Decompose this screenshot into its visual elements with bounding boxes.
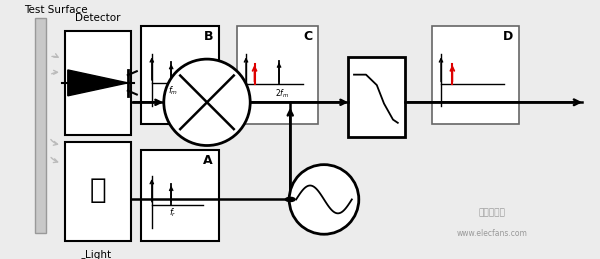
- Ellipse shape: [164, 59, 250, 146]
- Circle shape: [286, 197, 295, 202]
- FancyBboxPatch shape: [432, 26, 519, 124]
- Text: Detector: Detector: [75, 13, 121, 23]
- FancyBboxPatch shape: [35, 18, 46, 233]
- FancyBboxPatch shape: [65, 142, 131, 241]
- Text: Light: Light: [85, 250, 111, 259]
- Text: 电子发烧友: 电子发烧友: [479, 208, 505, 217]
- Text: A: A: [203, 154, 213, 167]
- Text: B: B: [203, 30, 213, 43]
- FancyArrowPatch shape: [51, 140, 58, 145]
- Polygon shape: [68, 70, 128, 96]
- FancyArrowPatch shape: [51, 157, 58, 163]
- FancyBboxPatch shape: [141, 150, 219, 241]
- Text: Test Surface: Test Surface: [24, 5, 88, 15]
- Text: $f_m$: $f_m$: [168, 84, 178, 97]
- Text: $2f_m$: $2f_m$: [275, 87, 289, 100]
- Text: C: C: [303, 30, 312, 43]
- Text: $f_r$: $f_r$: [169, 206, 177, 219]
- FancyArrowPatch shape: [52, 54, 58, 57]
- FancyBboxPatch shape: [348, 57, 405, 137]
- Text: www.elecfans.com: www.elecfans.com: [457, 229, 527, 238]
- FancyBboxPatch shape: [141, 26, 219, 124]
- FancyBboxPatch shape: [237, 26, 318, 124]
- FancyArrowPatch shape: [52, 70, 58, 74]
- Text: 💡: 💡: [89, 176, 106, 204]
- Text: D: D: [503, 30, 513, 43]
- FancyBboxPatch shape: [65, 31, 131, 135]
- Ellipse shape: [289, 165, 359, 234]
- Text: Source: Source: [80, 258, 116, 259]
